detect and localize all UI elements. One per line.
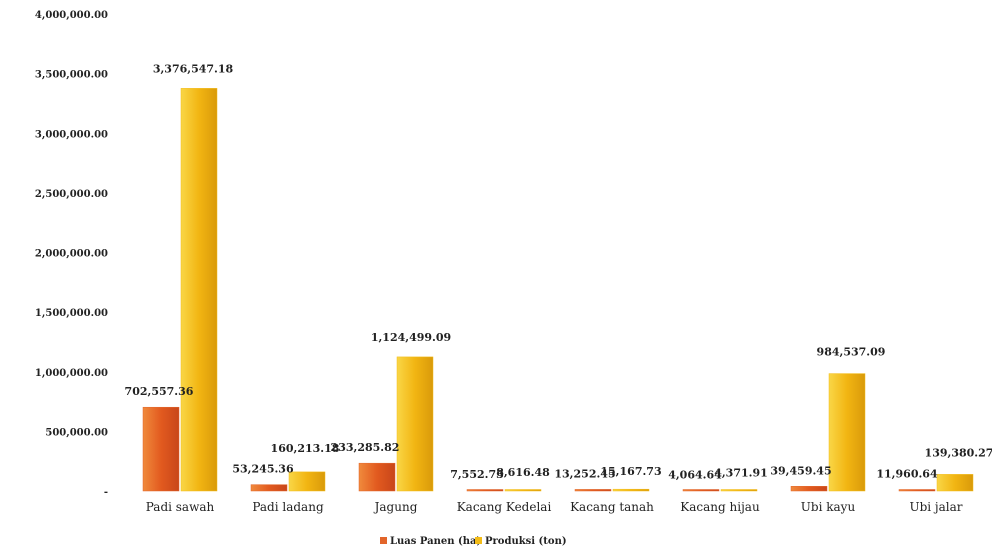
x-tick-label: Jagung xyxy=(373,500,418,514)
bar-produksi xyxy=(936,474,974,492)
data-label: 39,459.45 xyxy=(770,464,831,477)
y-tick-label: 2,000,000.00 xyxy=(35,249,108,260)
data-label: 984,537.09 xyxy=(817,346,886,359)
bar-produksi xyxy=(612,488,650,492)
y-tick-label: 1,500,000.00 xyxy=(35,308,108,319)
x-tick-label: Ubi kayu xyxy=(801,500,856,514)
y-tick-label: - xyxy=(104,487,108,498)
data-label: 4,371.91 xyxy=(714,466,768,479)
data-label: 11,960.64 xyxy=(876,468,938,481)
x-tick-label: Ubi jalar xyxy=(909,500,962,514)
y-tick-label: 1,000,000.00 xyxy=(35,368,108,379)
x-tick-label: Padi ladang xyxy=(252,500,324,514)
data-label: 702,557.36 xyxy=(125,385,194,398)
data-label: 53,245.36 xyxy=(232,463,294,476)
x-tick-label: Kacang Kedelai xyxy=(457,500,552,514)
bar-produksi xyxy=(396,356,434,492)
data-label: 233,285.82 xyxy=(331,441,400,454)
data-label: 1,124,499.09 xyxy=(371,331,451,344)
y-axis-ticks: - 500,000.00 1,000,000.00 1,500,000.00 2,000… xyxy=(35,10,108,498)
x-tick-label: Kacang hijau xyxy=(680,500,760,514)
bar-luas-panen xyxy=(250,484,288,492)
data-label: 139,380.27 xyxy=(925,446,992,459)
bar-luas-panen xyxy=(898,489,936,492)
data-label: 15,167.73 xyxy=(600,465,661,478)
bar-luas-panen xyxy=(358,462,396,492)
y-tick-label: 3,000,000.00 xyxy=(35,129,108,140)
x-axis-ticks: Padi sawah Padi ladang Jagung Kacang Kedela… xyxy=(146,500,963,514)
bar-produksi xyxy=(180,88,218,492)
bar-luas-panen xyxy=(682,489,720,492)
bar-luas-panen xyxy=(574,489,612,492)
x-tick-label: Kacang tanah xyxy=(570,500,654,514)
legend-swatch xyxy=(475,537,482,544)
data-label: 13,252.45 xyxy=(554,467,615,480)
data-label: 8,616.48 xyxy=(496,466,550,479)
bar-produksi xyxy=(720,489,758,492)
bar-luas-panen xyxy=(142,406,180,492)
bar-luas-panen xyxy=(466,489,504,492)
data-labels: 702,557.36 3,376,547.18 53,245.36 160,213.1… xyxy=(125,62,992,481)
bar-produksi xyxy=(828,373,866,492)
legend: Luas Panen (ha) Produksi (ton) xyxy=(380,536,567,547)
legend-label: Produksi (ton) xyxy=(485,536,567,547)
legend-swatch xyxy=(380,537,387,544)
data-label: 4,064.64 xyxy=(668,469,722,482)
legend-label: Luas Panen (ha) xyxy=(390,536,481,547)
bar-produksi xyxy=(288,471,326,492)
y-tick-label: 500,000.00 xyxy=(45,427,108,438)
x-tick-label: Padi sawah xyxy=(146,500,215,514)
data-label: 160,213.18 xyxy=(271,442,340,455)
y-tick-label: 2,500,000.00 xyxy=(35,189,108,200)
bar-luas-panen xyxy=(790,486,828,492)
data-label: 3,376,547.18 xyxy=(153,62,234,75)
y-tick-label: 3,500,000.00 xyxy=(35,70,108,81)
y-tick-label: 4,000,000.00 xyxy=(35,10,108,21)
data-label: 7,552.73 xyxy=(450,468,504,481)
plot-area xyxy=(142,88,974,492)
bar-produksi xyxy=(504,489,542,492)
